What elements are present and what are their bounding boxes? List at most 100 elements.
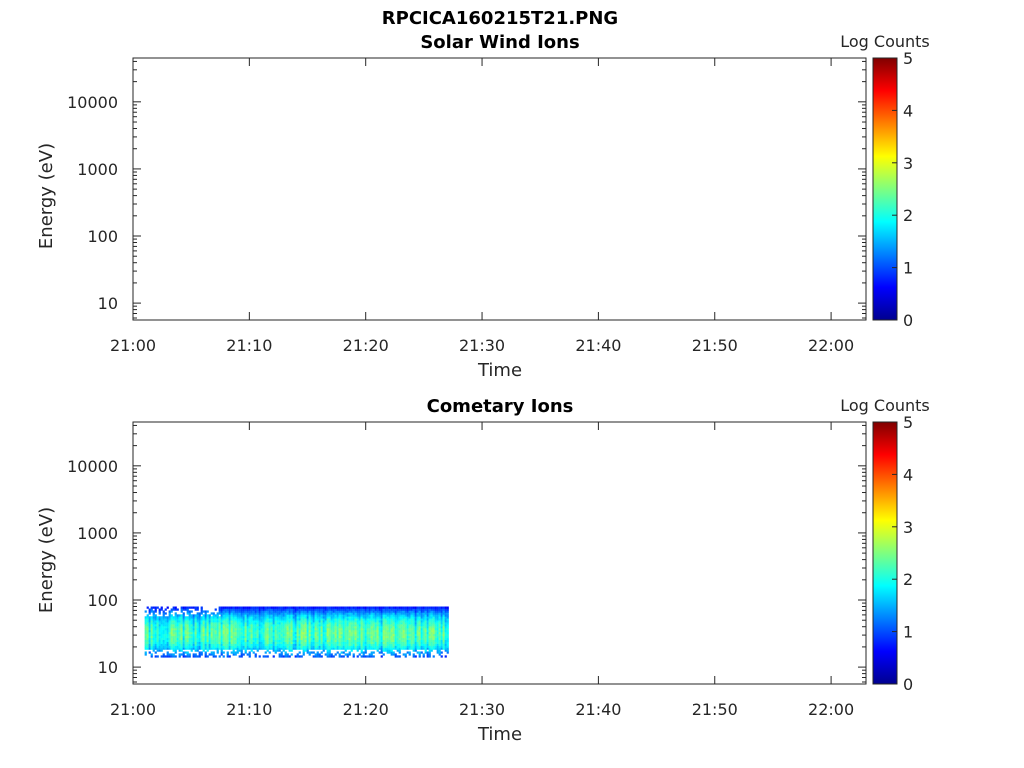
heatmap-cell bbox=[446, 620, 449, 623]
heatmap-cell bbox=[186, 624, 189, 627]
heatmap-cell bbox=[204, 631, 207, 635]
heatmap-cell bbox=[200, 639, 203, 642]
heatmap-cell bbox=[358, 618, 361, 621]
heatmap-cell bbox=[420, 629, 423, 633]
heatmap-cell bbox=[408, 641, 411, 644]
heatmap-cell bbox=[270, 643, 273, 646]
heatmap-cell bbox=[218, 635, 221, 639]
heatmap-cell bbox=[274, 639, 277, 642]
heatmap-cell bbox=[262, 622, 265, 625]
heatmap-cell bbox=[154, 618, 157, 621]
heatmap-cell bbox=[436, 626, 439, 629]
heatmap-cell bbox=[152, 622, 155, 625]
heatmap-cell bbox=[184, 626, 187, 629]
heatmap-cell bbox=[310, 641, 313, 644]
heatmap-cell bbox=[220, 629, 223, 633]
heatmap-cell bbox=[440, 643, 443, 646]
heatmap-cell bbox=[240, 645, 243, 648]
heatmap-cell bbox=[374, 624, 377, 627]
heatmap-cell bbox=[184, 655, 187, 658]
heatmap-cell bbox=[158, 626, 161, 629]
heatmap-cell bbox=[218, 633, 221, 637]
heatmap-cell bbox=[378, 620, 381, 623]
heatmap-cell bbox=[304, 645, 307, 648]
heatmap-cell bbox=[172, 631, 175, 635]
heatmap-cell bbox=[272, 643, 275, 646]
heatmap-cell bbox=[264, 628, 267, 631]
heatmap-cell bbox=[196, 655, 199, 658]
heatmap-cell bbox=[342, 622, 345, 625]
heatmap-cell bbox=[186, 647, 189, 650]
heatmap-cell bbox=[218, 641, 221, 644]
heatmap-cell bbox=[210, 631, 213, 635]
heatmap-cell bbox=[292, 647, 295, 650]
heatmap-cell bbox=[210, 653, 213, 656]
heatmap-cell bbox=[266, 610, 269, 613]
heatmap-cell bbox=[156, 647, 159, 650]
heatmap-cell bbox=[378, 626, 381, 629]
heatmap-cell bbox=[376, 624, 379, 627]
heatmap-cell bbox=[162, 618, 165, 621]
heatmap-cell bbox=[410, 622, 413, 625]
heatmap-cell bbox=[294, 645, 297, 648]
heatmap-cell bbox=[164, 612, 167, 615]
heatmap-cell bbox=[288, 612, 291, 615]
heatmap-cell bbox=[270, 631, 273, 635]
heatmap-cell bbox=[246, 606, 249, 609]
heatmap-cell bbox=[436, 610, 439, 613]
heatmap-cell bbox=[306, 622, 309, 625]
heatmap-cell bbox=[158, 639, 161, 642]
heatmap-cell bbox=[354, 628, 357, 631]
heatmap-cell bbox=[272, 618, 275, 621]
heatmap-cell bbox=[236, 608, 239, 611]
heatmap-cell bbox=[396, 629, 399, 633]
heatmap-cell bbox=[402, 624, 405, 627]
heatmap-cell bbox=[376, 631, 379, 635]
heatmap-cell bbox=[416, 616, 419, 619]
heatmap-cell bbox=[354, 645, 357, 648]
heatmap-cell bbox=[210, 633, 213, 637]
heatmap-cell bbox=[244, 647, 247, 650]
heatmap-cell bbox=[210, 645, 213, 648]
heatmap-cell bbox=[326, 633, 329, 637]
heatmap-cell bbox=[226, 629, 229, 633]
heatmap-cell bbox=[348, 608, 351, 611]
heatmap-cell bbox=[434, 635, 437, 639]
heatmap-cell bbox=[234, 610, 237, 613]
heatmap-cell bbox=[192, 624, 195, 627]
heatmap-cell bbox=[220, 633, 223, 637]
heatmap-cell bbox=[152, 649, 155, 652]
heatmap-cell bbox=[202, 641, 205, 644]
heatmap-cell bbox=[354, 647, 357, 650]
heatmap-cell bbox=[374, 629, 377, 633]
heatmap-cell bbox=[292, 612, 295, 615]
heatmap-cell bbox=[430, 626, 433, 629]
heatmap-cell bbox=[182, 616, 185, 619]
heatmap-cell bbox=[364, 622, 367, 625]
heatmap-cell bbox=[252, 629, 255, 633]
heatmap-cell bbox=[286, 624, 289, 627]
heatmap-cell bbox=[200, 653, 203, 656]
heatmap-cell bbox=[406, 643, 409, 646]
heatmap-cell bbox=[318, 606, 321, 609]
heatmap-cell bbox=[162, 635, 165, 639]
heatmap-cell bbox=[146, 622, 149, 625]
heatmap-cell bbox=[222, 606, 225, 609]
heatmap-cell bbox=[242, 618, 245, 621]
heatmap-cell bbox=[174, 614, 177, 617]
heatmap-cell bbox=[402, 631, 405, 635]
heatmap-cell bbox=[314, 612, 317, 615]
heatmap-cell bbox=[200, 647, 203, 650]
heatmap-cell bbox=[184, 635, 187, 639]
heatmap-cell bbox=[356, 631, 359, 635]
heatmap-cell bbox=[174, 655, 177, 658]
heatmap-cell bbox=[350, 626, 353, 629]
heatmap-cell bbox=[408, 637, 411, 641]
heatmap-cell bbox=[302, 610, 305, 613]
heatmap-cell bbox=[252, 637, 255, 641]
heatmap-cell bbox=[280, 653, 283, 656]
heatmap-cell bbox=[166, 616, 169, 619]
heatmap-cell bbox=[284, 618, 287, 621]
heatmap-cell bbox=[318, 610, 321, 613]
heatmap-cell bbox=[250, 631, 253, 635]
